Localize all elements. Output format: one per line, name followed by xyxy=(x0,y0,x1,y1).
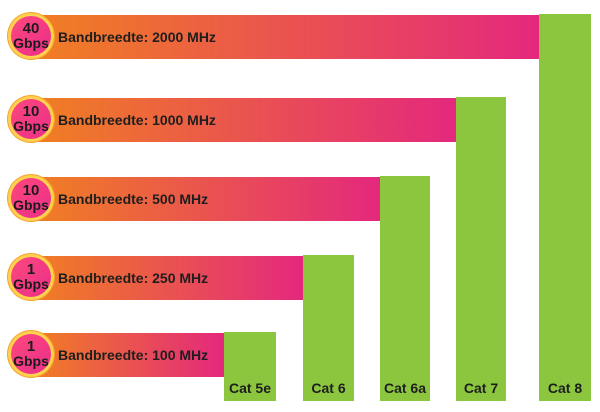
bandwidth-bar-0 xyxy=(32,333,224,377)
bandwidth-label-3: Bandbreedte: 1000 MHz xyxy=(58,112,216,128)
category-label-2: Cat 6a xyxy=(383,380,427,396)
speed-value: 1 xyxy=(26,337,36,355)
category-label-0: Cat 5e xyxy=(228,380,272,396)
bandwidth-label-1: Bandbreedte: 250 MHz xyxy=(58,270,209,286)
bandwidth-bar-4 xyxy=(32,15,539,59)
category-label-3: Cat 7 xyxy=(463,380,499,396)
category-label-1: Cat 6 xyxy=(311,380,346,396)
bandwidth-label-0: Bandbreedte: 100 MHz xyxy=(58,347,209,363)
speed-unit: Gbps xyxy=(13,275,49,292)
category-column-1 xyxy=(303,255,354,401)
speed-badge-2: 10 Gbps xyxy=(8,175,54,221)
speed-value: 40 xyxy=(22,19,40,37)
speed-unit: Gbps xyxy=(13,34,49,51)
speed-badge-1: 1 Gbps xyxy=(8,254,54,300)
speed-unit: Gbps xyxy=(13,117,49,134)
speed-unit: Gbps xyxy=(13,352,49,369)
bandwidth-bar-3 xyxy=(32,98,456,142)
category-column-4 xyxy=(539,14,591,401)
bandwidth-label-4: Bandbreedte: 2000 MHz xyxy=(58,29,216,45)
category-label-4: Cat 8 xyxy=(547,380,583,396)
speed-badge-3: 10 Gbps xyxy=(8,96,54,142)
speed-unit: Gbps xyxy=(13,196,49,213)
bandwidth-bar-2 xyxy=(32,177,380,221)
speed-value: 1 xyxy=(26,260,36,278)
speed-badge-0: 1 Gbps xyxy=(8,331,54,377)
speed-value: 10 xyxy=(22,181,40,199)
category-column-0 xyxy=(224,332,276,401)
speed-badge-4: 40 Gbps xyxy=(8,13,54,59)
speed-value: 10 xyxy=(22,102,40,120)
category-column-3 xyxy=(456,97,506,401)
bandwidth-label-2: Bandbreedte: 500 MHz xyxy=(58,191,209,207)
category-column-2 xyxy=(380,176,430,401)
bandwidth-bar-1 xyxy=(32,256,303,300)
